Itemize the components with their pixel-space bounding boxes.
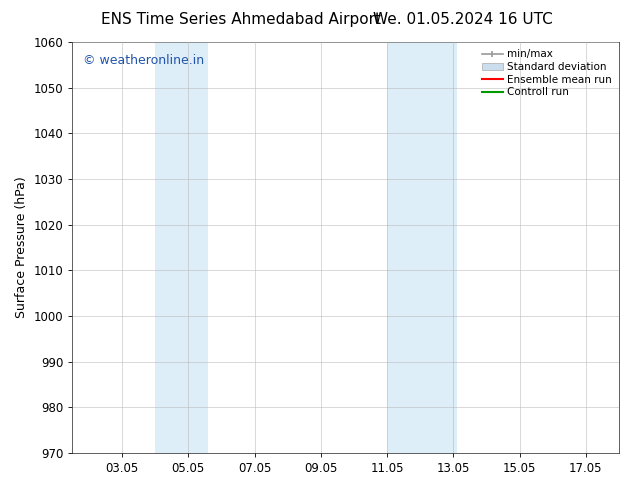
Legend: min/max, Standard deviation, Ensemble mean run, Controll run: min/max, Standard deviation, Ensemble me… — [480, 47, 614, 99]
Text: ENS Time Series Ahmedabad Airport: ENS Time Series Ahmedabad Airport — [101, 12, 381, 27]
Bar — [155, 42, 208, 453]
Text: We. 01.05.2024 16 UTC: We. 01.05.2024 16 UTC — [373, 12, 553, 27]
Bar — [387, 42, 456, 453]
Y-axis label: Surface Pressure (hPa): Surface Pressure (hPa) — [15, 176, 28, 318]
Text: © weatheronline.in: © weatheronline.in — [83, 54, 204, 68]
